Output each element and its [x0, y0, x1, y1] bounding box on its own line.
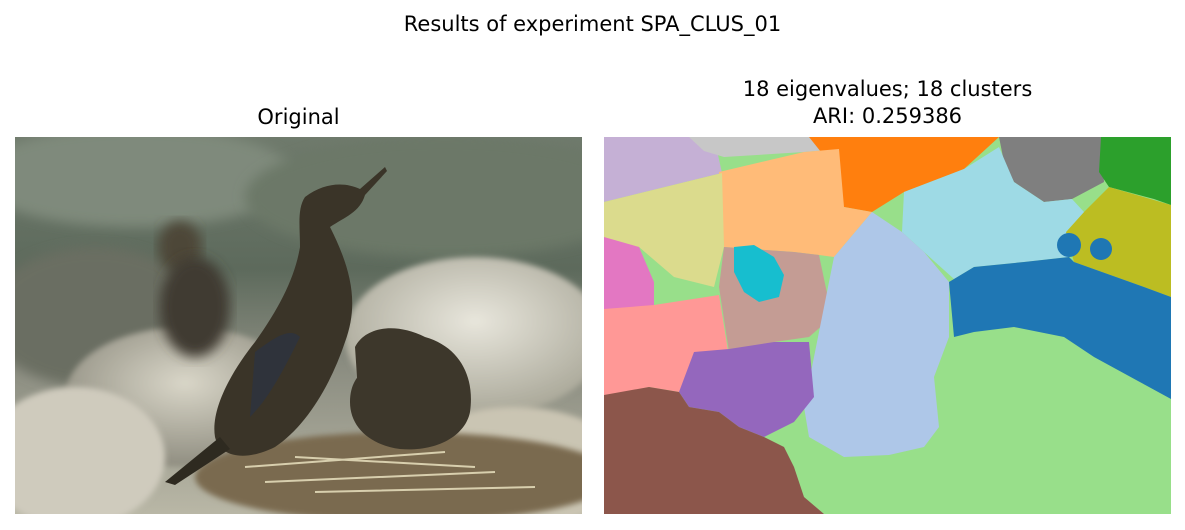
segmentation-title-line-2: ARI: 0.259386 — [812, 104, 963, 128]
segmentation-title-line-1: 18 eigenvalues; 18 clusters — [742, 77, 1033, 101]
cluster-region-cyan — [734, 245, 784, 302]
cluster-region-pale-blue — [902, 147, 1084, 279]
cluster-region-blue-spot-1 — [1057, 233, 1081, 257]
cluster-region-light-gray — [689, 137, 849, 157]
cluster-region-blue-spot-2 — [1090, 238, 1112, 260]
cluster-region-olive — [1066, 187, 1171, 297]
cluster-region-pink — [604, 237, 654, 312]
cluster-region-light-blue — [804, 212, 949, 457]
segmentation-map-svg — [604, 137, 1171, 514]
cluster-region-orange — [809, 137, 999, 212]
original-photo-svg — [15, 137, 582, 514]
cluster-region-blue — [949, 257, 1171, 399]
cluster-region-lavender — [604, 137, 722, 202]
cluster-region-brown — [604, 387, 824, 514]
cluster-region-purple — [679, 342, 814, 437]
original-photo — [15, 137, 582, 514]
figure-title: Results of experiment SPA_CLUS_01 — [403, 12, 782, 36]
original-panel-title: Original — [257, 105, 340, 129]
cluster-region-green — [1099, 137, 1171, 205]
cluster-region-gray — [999, 137, 1104, 202]
cluster-region-khaki — [604, 173, 724, 287]
cluster-region-salmon — [604, 295, 729, 397]
segmentation-panel-title: 18 eigenvalues; 18 clusters ARI: 0.25938… — [604, 76, 1171, 130]
cluster-region-light-orange — [719, 149, 872, 257]
segmentation-map — [604, 137, 1171, 514]
